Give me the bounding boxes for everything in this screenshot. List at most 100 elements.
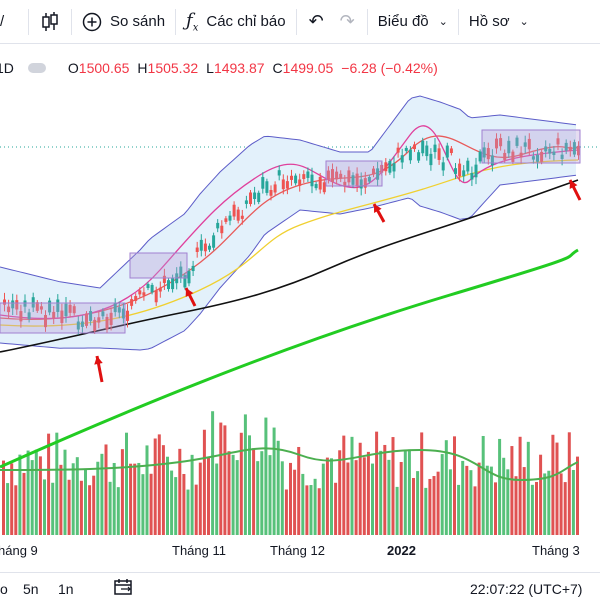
volume-bar <box>280 461 284 535</box>
plus-circle-icon <box>82 12 102 31</box>
candle-body <box>486 148 490 160</box>
range-button[interactable]: 5n <box>23 581 39 597</box>
divider <box>175 8 177 35</box>
volume-bar <box>79 480 83 535</box>
volume-bar <box>22 472 26 535</box>
volume-bar <box>321 463 325 535</box>
candle-body <box>158 287 162 292</box>
visibility-toggle-icon[interactable] <box>27 63 46 73</box>
candle-body <box>203 243 207 252</box>
bottom-bar: o 5n 1n 22:07:22 (UTC+7) <box>0 572 600 601</box>
candle-body <box>331 169 334 182</box>
candle-body <box>93 319 97 332</box>
volume-bar <box>510 446 514 535</box>
candle-body <box>511 151 515 162</box>
volume-bar <box>96 461 100 535</box>
volume-bar <box>268 455 272 535</box>
candle-body <box>134 296 138 301</box>
chart-type-dropdown[interactable]: Biểu đồ ⌄ <box>368 0 458 44</box>
volume-bar <box>551 434 555 535</box>
candle-body <box>449 148 453 153</box>
candle-body <box>363 178 367 188</box>
time-axis-label: Tháng 12 <box>270 543 325 558</box>
volume-bar <box>563 482 567 535</box>
candles-button[interactable] <box>29 0 71 44</box>
volume-bar <box>137 462 141 535</box>
signal-arrow-head <box>569 180 578 189</box>
signal-arrow-head <box>94 356 103 365</box>
volume-bar <box>432 476 436 535</box>
volume-bar <box>239 432 243 535</box>
candle-body <box>249 192 252 205</box>
interval-label[interactable]: 1D <box>0 60 14 76</box>
candle-body <box>216 222 220 229</box>
volume-bar <box>469 470 473 535</box>
candle-body <box>261 177 265 189</box>
clock-display[interactable]: 22:07:22 (UTC+7) <box>470 581 583 597</box>
compare-button[interactable]: So sánh <box>72 0 175 44</box>
candle-body <box>577 145 580 156</box>
volume-bar <box>133 463 137 535</box>
volume-bar <box>10 463 14 535</box>
volume-bar <box>395 486 399 535</box>
volume-bar <box>440 454 444 535</box>
volume-bar <box>71 463 75 535</box>
volume-bar <box>59 464 63 535</box>
redo-button[interactable]: ↷ <box>332 0 367 44</box>
volume-bar <box>567 432 571 535</box>
range-button[interactable]: 1n <box>58 581 74 597</box>
price-chart[interactable] <box>0 80 600 535</box>
time-axis[interactable]: háng 9 Tháng 11 Tháng 12 2022 Tháng 3 <box>0 540 600 562</box>
volume-bar <box>571 469 575 535</box>
candle-body <box>212 235 216 248</box>
range-button[interactable]: o <box>0 581 8 597</box>
candle-body <box>224 218 228 222</box>
divider <box>457 8 459 35</box>
candle-body <box>48 300 52 313</box>
candle-body <box>523 142 527 147</box>
candle-body <box>421 140 425 154</box>
candle-body <box>44 315 47 328</box>
candle-body <box>482 147 486 158</box>
volume-bar <box>108 481 112 535</box>
volume-bar <box>272 427 276 535</box>
volume-bar <box>325 457 329 535</box>
volume-bar <box>149 473 153 535</box>
volume-bar <box>170 470 174 535</box>
candle-body <box>556 138 560 145</box>
candle-body <box>372 168 375 175</box>
candle-body <box>179 266 183 278</box>
volume-bar <box>243 414 247 535</box>
interval-fragment[interactable]: / <box>0 0 28 44</box>
candle-body <box>445 145 449 158</box>
candle-body <box>564 142 568 151</box>
candle-body <box>466 160 470 172</box>
low-key: L <box>206 60 214 76</box>
candle-body <box>339 173 343 179</box>
profile-dropdown[interactable]: Hồ sơ ⌄ <box>459 0 539 44</box>
candle-body <box>15 300 19 310</box>
volume-bar <box>576 456 579 535</box>
undo-button[interactable]: ↶ <box>297 0 332 44</box>
volume-bar <box>518 436 522 535</box>
candle-body <box>441 162 445 171</box>
volume-bar <box>51 482 55 535</box>
date-range-icon[interactable] <box>113 577 135 600</box>
indicators-button[interactable]: ƒx Các chỉ báo <box>176 0 296 44</box>
volume-bar <box>289 462 292 535</box>
candle-body <box>560 154 564 159</box>
volume-bar <box>555 442 559 535</box>
volume-bar <box>350 436 354 535</box>
candle-body <box>64 303 68 317</box>
candle-body <box>97 317 101 323</box>
candle-body <box>3 299 6 305</box>
volume-bar <box>391 437 395 535</box>
low-value: 1493.87 <box>213 60 265 76</box>
volume-bar <box>416 471 420 535</box>
chart-type-label: Biểu đồ <box>377 13 429 30</box>
candle-body <box>109 312 113 326</box>
candle-body <box>285 181 289 189</box>
volume-bar <box>436 471 440 535</box>
candle-body <box>417 152 421 161</box>
candle-body <box>60 310 64 323</box>
